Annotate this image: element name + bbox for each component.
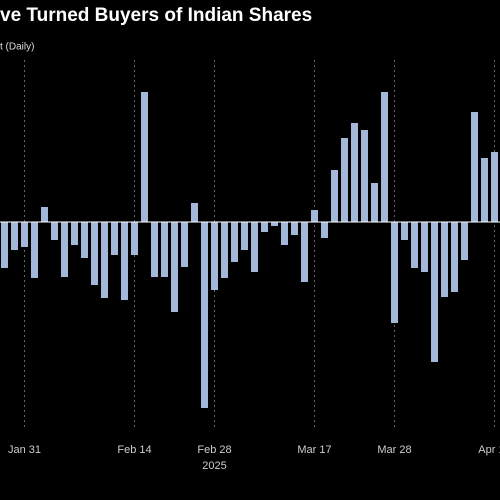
- bar: [441, 222, 448, 297]
- bar: [481, 158, 488, 222]
- bar: [401, 222, 408, 240]
- bar: [41, 207, 48, 222]
- bar: [351, 123, 358, 222]
- bar: [281, 222, 288, 245]
- bar: [111, 222, 118, 255]
- bar: [411, 222, 418, 268]
- bar: [181, 222, 188, 267]
- bar: [201, 222, 208, 408]
- bar: [141, 92, 148, 222]
- bar: [211, 222, 218, 290]
- bar: [91, 222, 98, 285]
- bar: [71, 222, 78, 245]
- bar: [51, 222, 58, 240]
- bar: [1, 222, 8, 268]
- x-tick-label: Mar 17: [297, 444, 331, 456]
- bar: [131, 222, 138, 255]
- bar: [421, 222, 428, 272]
- x-tick-label: Mar 28: [377, 444, 411, 456]
- bar: [451, 222, 458, 292]
- chart-subtitle: t (Daily): [0, 42, 34, 53]
- bar: [311, 210, 318, 222]
- x-tick-label: Feb 28: [197, 444, 231, 456]
- x-year-label: 2025: [202, 460, 226, 472]
- bar: [431, 222, 438, 362]
- bar: [81, 222, 88, 258]
- bar: [461, 222, 468, 260]
- bar: [21, 222, 28, 247]
- bar: [61, 222, 68, 277]
- bar: [491, 152, 498, 222]
- bar: [301, 222, 308, 282]
- x-tick-label: Apr 15: [478, 444, 500, 456]
- bar: [11, 222, 18, 250]
- bar: [101, 222, 108, 298]
- bar: [261, 222, 268, 232]
- bar: [271, 222, 278, 226]
- chart-title: ve Turned Buyers of Indian Shares: [0, 5, 312, 26]
- bar: [361, 130, 368, 222]
- bar: [331, 170, 338, 222]
- bar: [221, 222, 228, 278]
- bar: [291, 222, 298, 235]
- bar: [231, 222, 238, 262]
- bar: [191, 203, 198, 222]
- bar: [321, 222, 328, 238]
- x-tick-label: Jan 31: [8, 444, 41, 456]
- bar: [121, 222, 128, 300]
- bar: [171, 222, 178, 312]
- bar: [151, 222, 158, 277]
- bar: [251, 222, 258, 272]
- x-tick-label: Feb 14: [117, 444, 151, 456]
- bar: [381, 92, 388, 222]
- bar: [341, 138, 348, 222]
- bar: [241, 222, 248, 250]
- bar: [371, 183, 378, 222]
- bar: [161, 222, 168, 277]
- bar: [391, 222, 398, 323]
- bar: [31, 222, 38, 278]
- bar: [471, 112, 478, 222]
